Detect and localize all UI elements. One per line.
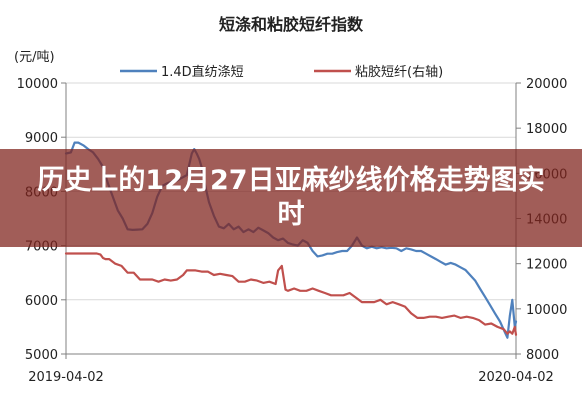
y-unit-label: (元/吨) [14,50,55,65]
x-tick-label: 2019-04-02 [28,370,104,385]
right-tick-label: 8000 [526,348,559,363]
headline-text: 历史上的12月27日亚麻纱线价格走势图实时 [37,165,545,230]
left-tick-label: 6000 [25,294,58,309]
series-line-viscose [64,252,518,336]
chart-title: 短涤和粘胶短纤指数 [219,15,364,34]
right-tick-label: 18000 [526,122,567,137]
right-tick-label: 20000 [526,77,567,92]
headline-banner: 历史上的12月27日亚麻纱线价格走势图实时 [0,149,582,247]
right-tick-label: 10000 [526,303,567,318]
legend: 1.4D直纺涤短 粘胶短纤(右轴) [120,64,443,80]
x-axis-ticks: 2019-04-02 2020-04-02 [28,354,554,385]
x-tick-label: 2020-04-02 [478,370,554,385]
right-tick-label: 12000 [526,258,567,273]
left-tick-label: 10000 [17,77,58,92]
legend-label-polyester: 1.4D直纺涤短 [161,65,244,80]
left-tick-label: 5000 [25,348,58,363]
left-tick-label: 9000 [25,131,58,146]
legend-label-viscose: 粘胶短纤(右轴) [355,64,443,80]
